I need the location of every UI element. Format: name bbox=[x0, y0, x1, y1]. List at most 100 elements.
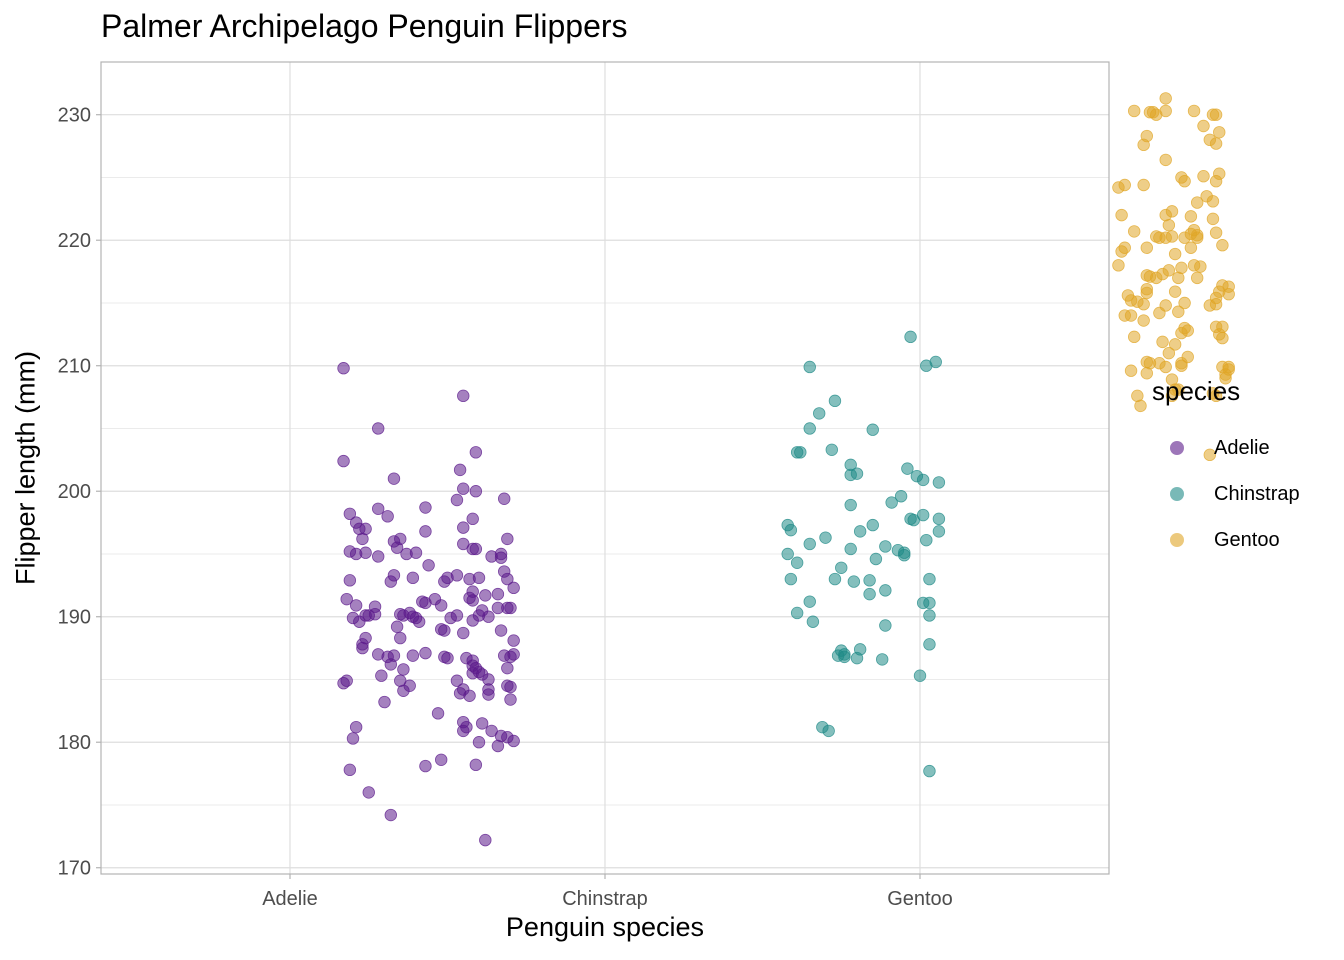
data-point bbox=[1127, 330, 1141, 344]
y-tick-label: 200 bbox=[58, 481, 91, 503]
legend-title: species bbox=[1152, 376, 1241, 406]
data-point bbox=[450, 674, 464, 687]
data-point bbox=[491, 739, 505, 753]
data-point bbox=[923, 609, 936, 622]
y-tick-label: 210 bbox=[58, 356, 91, 378]
data-point bbox=[450, 493, 464, 507]
data-point bbox=[1168, 383, 1182, 396]
y-tick-label: 220 bbox=[58, 230, 91, 252]
legend-item-chinstrap: Chinstrap bbox=[1152, 471, 1300, 517]
data-point bbox=[406, 571, 420, 585]
data-point bbox=[923, 572, 936, 586]
data-point bbox=[340, 674, 353, 687]
data-point bbox=[384, 575, 398, 588]
data-point bbox=[1159, 153, 1172, 167]
data-point bbox=[494, 624, 508, 637]
series-chinstrap bbox=[781, 330, 946, 778]
data-point bbox=[453, 687, 467, 700]
data-point bbox=[485, 724, 498, 738]
data-point bbox=[1112, 259, 1125, 272]
data-point bbox=[1197, 170, 1210, 183]
data-point bbox=[1206, 195, 1220, 208]
data-point bbox=[507, 734, 520, 748]
data-point bbox=[419, 501, 432, 514]
data-point bbox=[422, 559, 435, 572]
data-point bbox=[397, 663, 410, 676]
data-point bbox=[457, 482, 470, 495]
data-point bbox=[1168, 338, 1182, 351]
legend: species Adelie Chinstrap Gentoo bbox=[1152, 376, 1300, 563]
data-point bbox=[504, 680, 517, 694]
data-point bbox=[384, 658, 398, 671]
data-point bbox=[343, 574, 357, 587]
data-point bbox=[403, 679, 416, 692]
data-point bbox=[394, 631, 407, 645]
data-point bbox=[466, 585, 479, 598]
data-point bbox=[784, 572, 798, 586]
data-point bbox=[469, 758, 483, 772]
data-point bbox=[850, 467, 864, 480]
chart-title: Palmer Archipelago Penguin Flippers bbox=[101, 8, 628, 44]
grid-lines bbox=[101, 62, 1109, 874]
data-point bbox=[346, 732, 360, 745]
data-point bbox=[1197, 119, 1210, 133]
data-point bbox=[460, 720, 473, 734]
data-point bbox=[1184, 210, 1198, 223]
data-point bbox=[1159, 360, 1172, 374]
data-point bbox=[507, 648, 520, 661]
data-point bbox=[901, 462, 914, 475]
data-point bbox=[781, 547, 794, 561]
data-point bbox=[923, 596, 936, 610]
data-point bbox=[844, 542, 857, 556]
data-point bbox=[482, 610, 495, 623]
data-point bbox=[343, 507, 357, 521]
data-point bbox=[1178, 296, 1191, 310]
data-point bbox=[1127, 225, 1141, 238]
data-point bbox=[1213, 126, 1226, 139]
data-point bbox=[879, 584, 892, 597]
data-point bbox=[1165, 230, 1179, 243]
data-point bbox=[356, 641, 369, 655]
data-point bbox=[491, 587, 505, 601]
data-point bbox=[923, 764, 936, 778]
data-point bbox=[469, 485, 483, 498]
data-point bbox=[1162, 264, 1176, 277]
data-point bbox=[806, 615, 820, 628]
axis-ticks: 170 180 190 200 210 220 230 Adelie Chinstrap Gent… bbox=[58, 105, 953, 910]
data-point bbox=[378, 695, 391, 709]
data-point bbox=[1118, 178, 1131, 192]
data-points bbox=[337, 92, 1235, 847]
data-point bbox=[507, 581, 520, 595]
data-point bbox=[501, 572, 514, 586]
legend-label-adelie: Adelie bbox=[1214, 436, 1270, 459]
data-point bbox=[1172, 305, 1185, 318]
data-point bbox=[1162, 346, 1176, 360]
data-point bbox=[1140, 241, 1154, 254]
data-point bbox=[1209, 137, 1223, 150]
data-point bbox=[1115, 208, 1128, 222]
data-point bbox=[923, 638, 936, 651]
data-point bbox=[419, 525, 432, 538]
data-point bbox=[1216, 331, 1229, 345]
data-point bbox=[916, 508, 930, 522]
data-point bbox=[494, 551, 508, 564]
data-point bbox=[904, 330, 917, 344]
data-point bbox=[790, 606, 804, 620]
data-point bbox=[381, 510, 394, 523]
legend-label-chinstrap: Chinstrap bbox=[1214, 482, 1300, 505]
data-point bbox=[844, 458, 857, 472]
data-point bbox=[457, 389, 470, 403]
legend-label-gentoo: Gentoo bbox=[1214, 528, 1280, 551]
legend-key-chinstrap bbox=[1170, 487, 1184, 501]
data-point bbox=[1222, 360, 1235, 374]
data-point bbox=[1209, 226, 1223, 239]
data-point bbox=[907, 513, 920, 527]
data-point bbox=[1209, 389, 1223, 403]
data-point bbox=[469, 446, 483, 459]
data-point bbox=[1134, 399, 1147, 413]
data-point bbox=[913, 669, 927, 682]
data-point bbox=[356, 532, 369, 546]
data-point bbox=[337, 454, 350, 468]
data-point bbox=[803, 595, 816, 608]
